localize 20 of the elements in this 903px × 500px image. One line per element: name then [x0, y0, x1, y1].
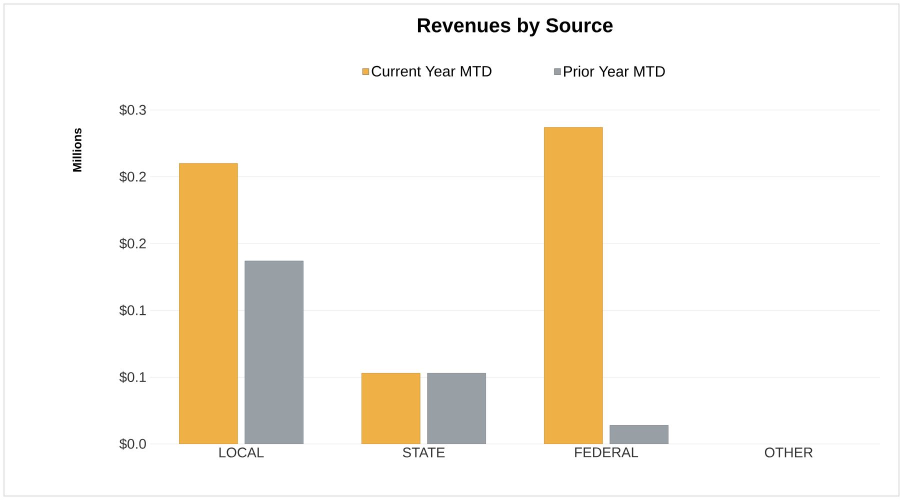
x-tick-label: FEDERAL — [575, 448, 638, 458]
bar — [544, 127, 603, 444]
y-axis-title: Millions — [72, 128, 82, 172]
y-tick-label: $0.0 — [119, 438, 146, 450]
chart-title: Revenues by Source — [418, 18, 613, 36]
legend-label: Current Year MTD — [372, 66, 492, 77]
bar — [244, 260, 304, 444]
bar — [610, 425, 669, 444]
x-tick-label: STATE — [402, 448, 445, 458]
y-tick-label: $0.2 — [119, 238, 146, 250]
x-tick-label: OTHER — [764, 448, 813, 458]
y-tick-label: $0.3 — [119, 104, 146, 116]
y-tick-label: $0.1 — [119, 372, 146, 383]
bar — [427, 372, 486, 444]
y-tick-label: $0.2 — [119, 171, 146, 182]
bar — [179, 163, 238, 444]
y-tick-label: $0.1 — [119, 304, 146, 316]
x-tick-label: LOCAL — [219, 448, 264, 458]
legend-label: Prior Year MTD — [564, 66, 665, 77]
bar — [362, 372, 420, 444]
